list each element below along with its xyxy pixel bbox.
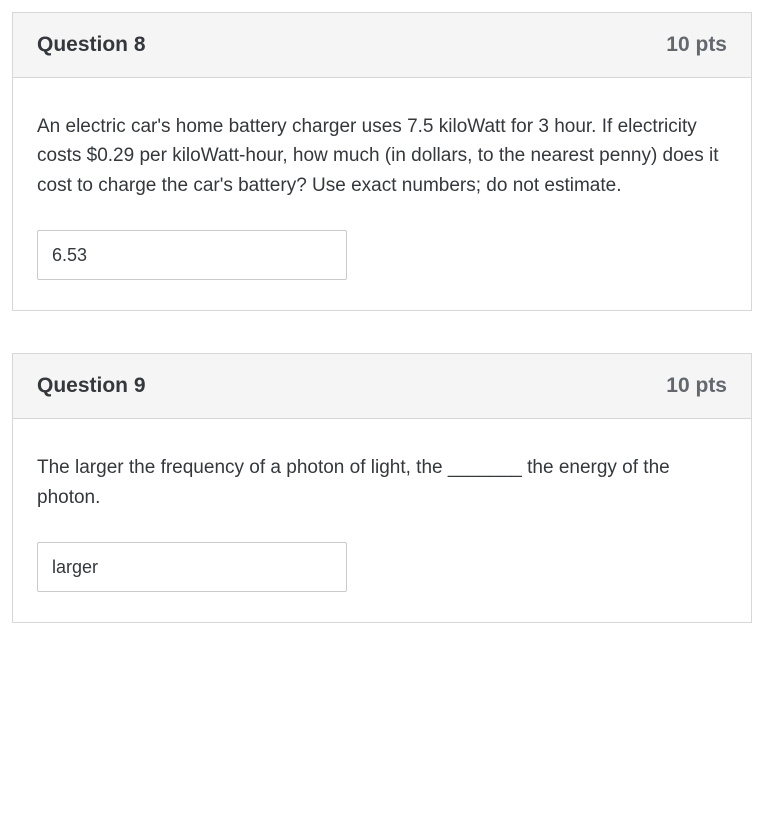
question-title: Question 9 bbox=[37, 374, 146, 398]
question-header: Question 8 10 pts bbox=[13, 13, 751, 78]
answer-input[interactable] bbox=[37, 230, 347, 280]
question-card-9: Question 9 10 pts The larger the frequen… bbox=[12, 353, 752, 623]
question-prompt: An electric car's home battery charger u… bbox=[37, 112, 727, 200]
question-header: Question 9 10 pts bbox=[13, 354, 751, 419]
question-points: 10 pts bbox=[666, 33, 727, 57]
question-card-8: Question 8 10 pts An electric car's home… bbox=[12, 12, 752, 311]
question-title: Question 8 bbox=[37, 33, 146, 57]
question-body: An electric car's home battery charger u… bbox=[13, 78, 751, 310]
question-prompt: The larger the frequency of a photon of … bbox=[37, 453, 727, 512]
answer-input[interactable] bbox=[37, 542, 347, 592]
question-points: 10 pts bbox=[666, 374, 727, 398]
question-body: The larger the frequency of a photon of … bbox=[13, 419, 751, 622]
